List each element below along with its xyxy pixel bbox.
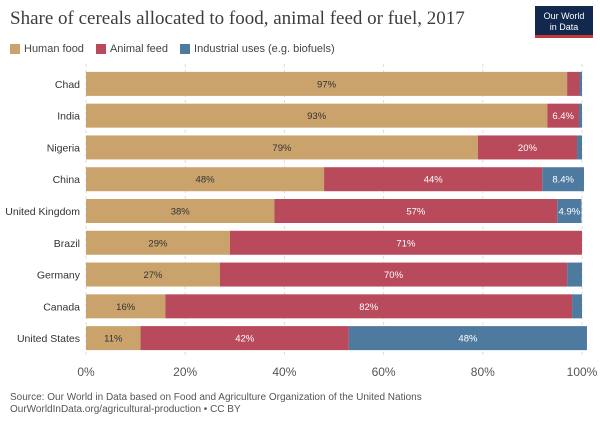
legend-item-human-food[interactable]: Human food [10, 43, 84, 55]
bar-human-food-germany[interactable] [86, 262, 220, 287]
data-label: 16% [116, 302, 136, 313]
bar-industrial-uses-e-g-biofuels-china[interactable] [542, 167, 584, 192]
bar-human-food-canada[interactable] [86, 294, 166, 319]
x-tick-label: 60% [372, 365, 396, 379]
bar-human-food-united-states[interactable] [86, 326, 141, 351]
bar-human-food-india[interactable] [86, 103, 548, 128]
legend-label-industrial: Industrial uses (e.g. biofuels) [194, 43, 335, 55]
data-label: 20% [518, 143, 538, 154]
bar-human-food-nigeria[interactable] [86, 135, 478, 160]
data-label: 27% [143, 270, 163, 281]
logo-line-1: Our World [543, 11, 585, 21]
chart-footer: Source: Our World in Data based on Food … [10, 392, 422, 416]
source-url[interactable]: OurWorldInData.org/agricultural-producti… [10, 404, 241, 415]
data-label: 48% [196, 175, 216, 186]
bar-animal-feed-china[interactable] [324, 167, 543, 192]
bar-human-food-chad[interactable] [86, 71, 568, 96]
data-label: 8.4% [552, 175, 574, 186]
data-label: 93% [307, 111, 327, 122]
data-label: 29% [148, 238, 168, 249]
bar-human-food-china[interactable] [86, 167, 325, 192]
legend-item-industrial[interactable]: Industrial uses (e.g. biofuels) [180, 43, 335, 55]
data-label: 44% [424, 175, 444, 186]
data-label: 4.9% [559, 207, 581, 218]
data-label: 42% [235, 334, 255, 345]
data-label: 71% [396, 238, 416, 249]
logo-line-2: in Data [549, 22, 579, 32]
category-label: Canada [43, 301, 80, 313]
x-tick-label: 0% [77, 365, 95, 379]
bar-animal-feed-canada[interactable] [165, 294, 573, 319]
category-label: United Kingdom [5, 206, 80, 218]
bar-animal-feed-united-states[interactable] [140, 326, 349, 351]
bar-animal-feed-united-kingdom[interactable] [274, 199, 558, 223]
category-label: United States [17, 333, 80, 345]
bar-industrial-uses-e-g-biofuels-united-states[interactable] [348, 326, 587, 351]
bar-industrial-uses-e-g-biofuels-united-kingdom[interactable] [557, 199, 582, 223]
bar-animal-feed-india[interactable] [547, 103, 580, 128]
bar-industrial-uses-e-g-biofuels-chad[interactable] [579, 71, 582, 96]
bar-industrial-uses-e-g-biofuels-nigeria[interactable] [577, 135, 582, 160]
legend-swatch-animal-feed [95, 44, 106, 54]
data-label: 38% [171, 207, 191, 218]
bar-industrial-uses-e-g-biofuels-germany[interactable] [567, 262, 582, 287]
source-text: Source: Our World in Data based on Food … [10, 392, 422, 403]
bar-human-food-brazil[interactable] [86, 230, 230, 255]
legend-label-animal-feed: Animal feed [109, 43, 169, 55]
legend-label-human-food: Human food [24, 43, 84, 55]
data-label: 82% [359, 302, 379, 313]
data-label: 11% [104, 334, 123, 345]
chart-title: Share of cereals allocated to food, anim… [10, 8, 465, 29]
bar-animal-feed-chad[interactable] [567, 71, 580, 96]
owid-logo[interactable]: Our World in Data [535, 6, 593, 38]
data-label: 70% [384, 270, 404, 281]
data-label: 48% [458, 334, 478, 345]
bar-human-food-united-kingdom[interactable] [86, 199, 275, 223]
category-label: Brazil [54, 238, 80, 250]
x-tick-label: 40% [272, 365, 296, 379]
category-label: Nigeria [47, 142, 80, 154]
bar-animal-feed-germany[interactable] [219, 262, 568, 287]
category-label: India [57, 111, 80, 123]
data-label: 57% [406, 207, 426, 218]
legend-swatch-human-food [10, 44, 20, 54]
legend-swatch-industrial [180, 44, 191, 54]
bar-animal-feed-nigeria[interactable] [477, 135, 578, 160]
x-tick-label: 80% [471, 365, 495, 379]
x-tick-label: 20% [173, 365, 197, 379]
chart-legend: Human food Animal feed Industrial uses (… [10, 43, 347, 55]
legend-item-animal-feed[interactable]: Animal feed [95, 43, 169, 55]
x-tick-label: 100% [567, 365, 598, 379]
data-label: 97% [317, 79, 337, 90]
bar-industrial-uses-e-g-biofuels-india[interactable] [579, 103, 582, 128]
bar-industrial-uses-e-g-biofuels-canada[interactable] [572, 294, 582, 319]
bar-animal-feed-brazil[interactable] [229, 230, 582, 255]
data-label: 6.4% [552, 111, 574, 122]
category-label: China [53, 174, 81, 186]
category-label: Chad [55, 79, 80, 91]
data-label: 79% [272, 143, 292, 154]
category-label: Germany [37, 270, 81, 282]
